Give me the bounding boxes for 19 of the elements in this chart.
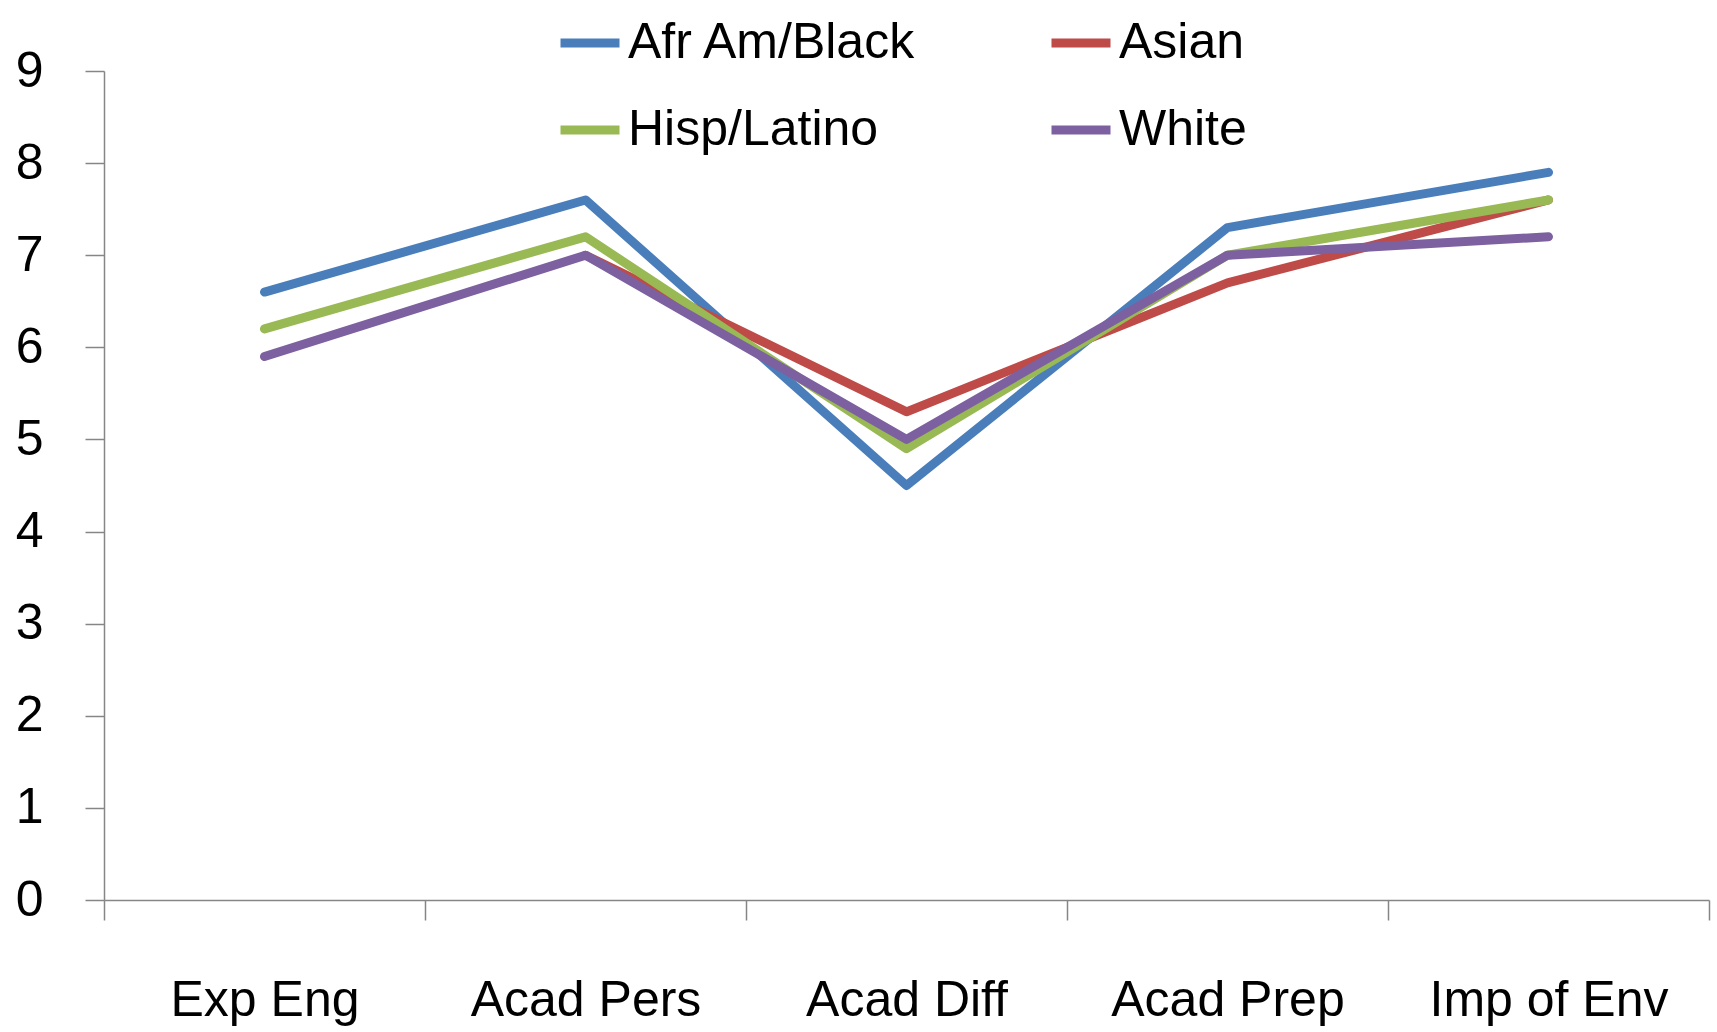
y-tick-label: 1: [15, 778, 44, 835]
y-tick-label: 3: [15, 594, 44, 651]
y-tick-label: 0: [15, 870, 44, 927]
y-tick-label: 4: [15, 502, 44, 559]
legend-label: Asian: [1119, 13, 1245, 69]
x-tick-label: Acad Pers: [470, 970, 702, 1027]
y-tick-label: 6: [15, 317, 44, 374]
legend-label: White: [1119, 100, 1247, 156]
legend-label: Afr Am/Black: [628, 13, 916, 69]
y-tick-label: 8: [15, 133, 44, 190]
x-tick-label: Exp Eng: [170, 970, 360, 1027]
legend-label: Hisp/Latino: [628, 100, 879, 156]
x-tick-label: Acad Diff: [806, 970, 1009, 1027]
y-tick-label: 7: [15, 225, 44, 282]
y-tick-label: 2: [15, 686, 44, 743]
x-tick-label: Imp of Env: [1429, 970, 1669, 1027]
y-tick-label: 5: [15, 409, 44, 466]
x-tick-label: Acad Prep: [1111, 970, 1345, 1027]
y-tick-label: 9: [15, 41, 44, 98]
